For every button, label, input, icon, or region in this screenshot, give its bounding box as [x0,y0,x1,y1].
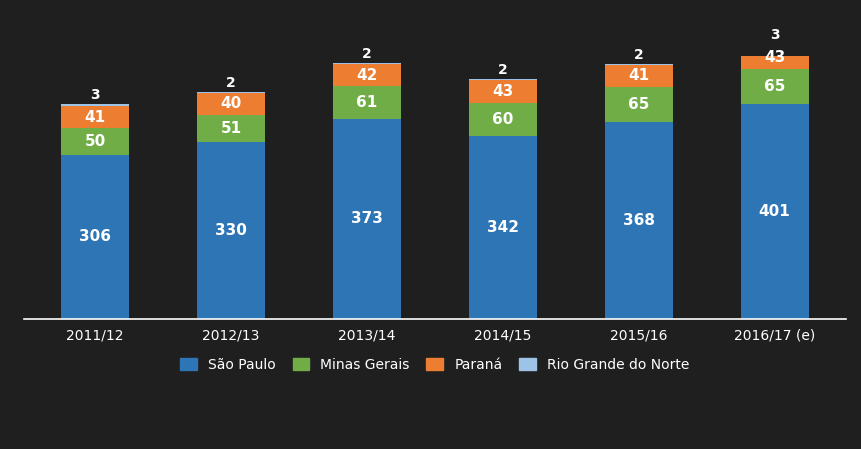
Bar [468,136,536,319]
Text: 2: 2 [362,47,372,61]
Bar [604,122,672,319]
Text: 51: 51 [220,121,241,136]
Legend: São Paulo, Minas Gerais, Paraná, Rio Grande do Norte: São Paulo, Minas Gerais, Paraná, Rio Gra… [175,352,695,377]
Bar [604,64,672,65]
Bar [197,114,265,142]
Bar [333,63,401,64]
Text: 41: 41 [629,68,649,84]
Bar [61,155,129,319]
Bar [61,106,129,128]
Bar [740,46,808,69]
Text: 61: 61 [356,95,377,110]
Text: 2: 2 [634,48,643,62]
Text: 60: 60 [492,112,513,127]
Text: 3: 3 [770,28,779,42]
Text: 342: 342 [486,220,519,234]
Text: 65: 65 [628,97,649,112]
Text: 50: 50 [84,134,106,149]
Text: 3: 3 [90,88,100,102]
Bar [468,103,536,136]
Bar [740,104,808,319]
Text: 330: 330 [215,223,247,238]
Bar [197,92,265,93]
Text: 368: 368 [623,213,654,228]
Text: 2: 2 [226,76,236,90]
Bar [197,142,265,319]
Bar [604,65,672,87]
Bar [333,64,401,86]
Text: 401: 401 [759,204,790,219]
Bar [604,87,672,122]
Text: 2: 2 [498,63,508,77]
Bar [740,69,808,104]
Bar [468,79,536,80]
Bar [61,128,129,155]
Text: 65: 65 [764,79,785,94]
Bar [197,93,265,114]
Bar [333,119,401,319]
Bar [740,44,808,46]
Text: 43: 43 [492,84,513,99]
Bar [468,80,536,103]
Bar [61,105,129,106]
Text: 43: 43 [764,50,785,65]
Text: 373: 373 [351,211,383,226]
Text: 40: 40 [220,97,242,111]
Text: 306: 306 [79,229,111,244]
Text: 41: 41 [84,110,106,124]
Bar [333,86,401,119]
Text: 42: 42 [356,67,377,83]
